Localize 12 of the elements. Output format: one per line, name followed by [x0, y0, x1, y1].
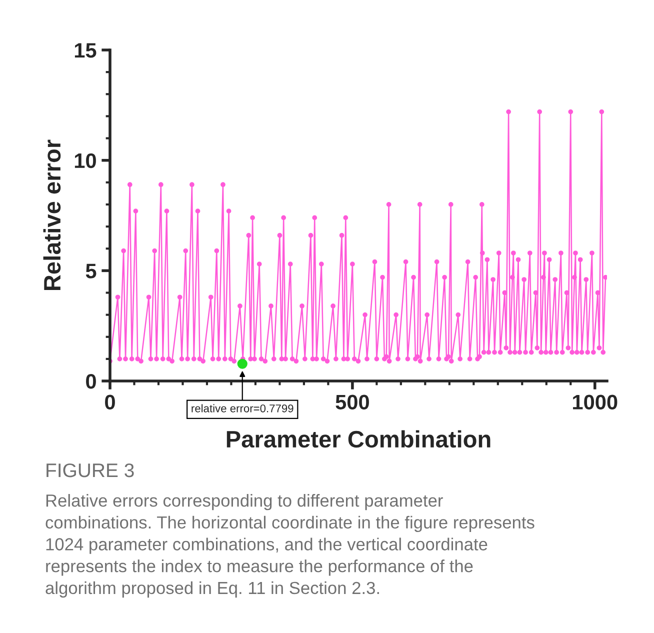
- y-tick-label: 10: [74, 153, 96, 168]
- x-tick-label: 500: [336, 394, 369, 410]
- y-axis-title: Relative error: [43, 140, 61, 290]
- annotation: relative error=0.7799: [192, 404, 294, 412]
- x-axis-title: Parameter Combination: [226, 430, 490, 448]
- y-tick-label: 0: [86, 374, 96, 389]
- y-tick-label: 15: [74, 43, 96, 58]
- x-tick-label: 0: [105, 394, 115, 410]
- x-tick-label: 1000: [573, 394, 618, 410]
- text: Relative errors corresponding to different parameter combinations. The horizontal coordinate in the figure represents 1024 parameter combinations, and the vertical coordinate represents the index to measure the performance of the algorithm proposed in Eq. 11 in Section 2.3.: [46, 494, 534, 598]
- y-tick-label: 5: [86, 264, 96, 278]
- caption: FIGURE 3: [46, 463, 134, 478]
